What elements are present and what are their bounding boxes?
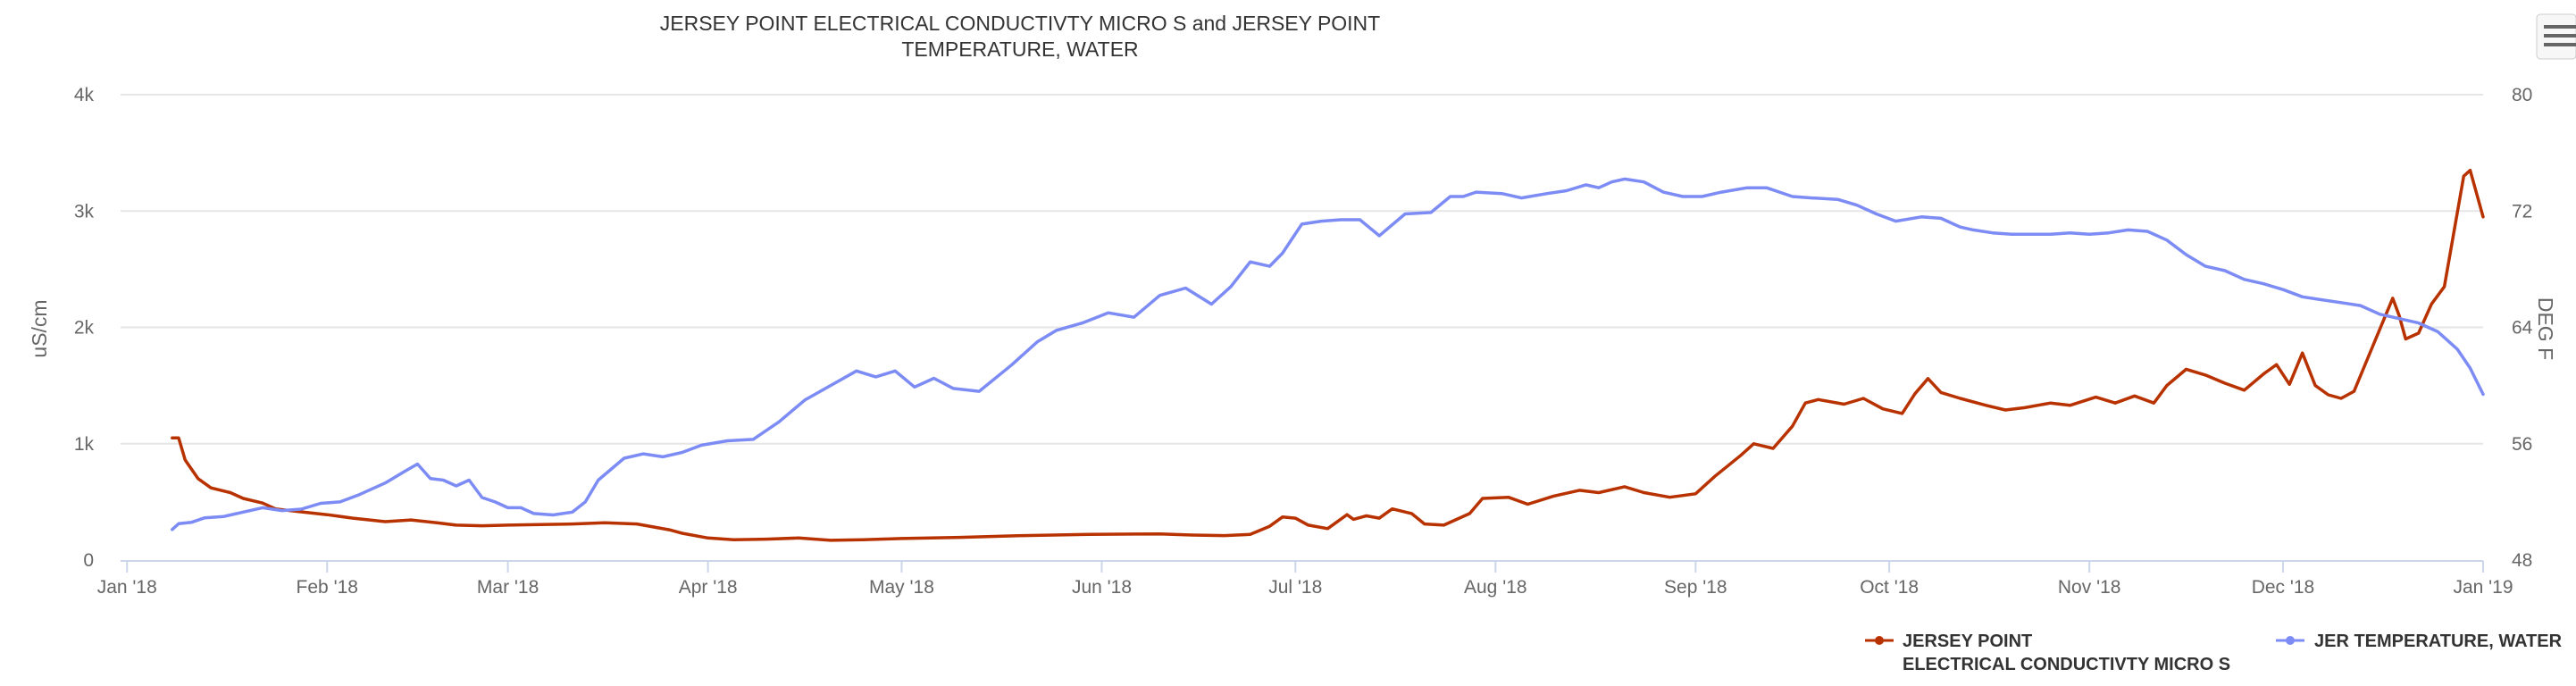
x-tick-label: Aug '18 [1464, 577, 1527, 598]
x-tick-label: Apr '18 [679, 577, 738, 598]
legend-marker-temperature [2286, 636, 2295, 645]
legend-label-temperature: JER TEMPERATURE, WATER [2314, 632, 2563, 651]
legend-label-conductivity-line-2: ELECTRICAL CONDUCTIVTY MICRO S [1903, 655, 2230, 674]
y-right-tick-label: 56 [2512, 434, 2532, 455]
series-group [171, 168, 2485, 542]
x-tick-label: Mar '18 [477, 577, 539, 598]
x-tick-label: Dec '18 [2252, 577, 2315, 598]
x-tick-label: Jan '18 [97, 577, 157, 598]
legend-item-conductivity[interactable]: JERSEY POINT ELECTRICAL CONDUCTIVTY MICR… [1865, 632, 2230, 674]
series-line-conductivity[interactable] [171, 168, 2485, 542]
x-axis: Jan '18 Feb '18 Mar '18 Apr '18 May '18 Jun '… [97, 560, 2513, 598]
x-tick-label: Nov '18 [2058, 577, 2121, 598]
y-right-tick-label: 80 [2512, 85, 2532, 105]
y-left-tick-label: 4k [74, 85, 95, 105]
x-tick-label: Jul '18 [1268, 577, 1322, 598]
legend-marker-conductivity [1875, 636, 1884, 645]
x-tick-label: Jun '18 [1072, 577, 1132, 598]
y-axis-left: 0 1k 2k 3k 4k [74, 85, 95, 571]
x-tick-label: Jan '19 [2453, 577, 2513, 598]
chart-context-menu-button[interactable] [2536, 13, 2576, 60]
chart-title-line-2: TEMPERATURE, WATER [901, 38, 1138, 61]
chart-title: JERSEY POINT ELECTRICAL CONDUCTIVTY MICR… [660, 12, 1380, 61]
series-line-temperature[interactable] [171, 177, 2485, 531]
y-left-tick-label: 0 [83, 550, 94, 571]
y-axis-right-title: DEG F [2534, 297, 2557, 360]
x-tick-label: Oct '18 [1860, 577, 1919, 598]
y-right-tick-label: 48 [2512, 550, 2532, 571]
legend-label-conductivity-line-1: JERSEY POINT [1903, 632, 2032, 651]
y-axis-left-title: uS/cm [28, 299, 51, 357]
chart-title-line-1: JERSEY POINT ELECTRICAL CONDUCTIVTY MICR… [660, 12, 1380, 35]
y-left-tick-label: 2k [74, 318, 95, 339]
x-tick-label: Feb '18 [297, 577, 358, 598]
y-axis-right: 48 56 64 72 80 [2512, 85, 2533, 571]
y-right-tick-label: 64 [2512, 318, 2533, 339]
y-left-tick-label: 3k [74, 201, 95, 222]
grid-lines [121, 94, 2483, 445]
x-tick-label: Sep '18 [1664, 577, 1727, 598]
x-tick-label: May '18 [869, 577, 934, 598]
legend-item-temperature[interactable]: JER TEMPERATURE, WATER [2276, 632, 2563, 651]
legend: JERSEY POINT ELECTRICAL CONDUCTIVTY MICR… [1865, 632, 2563, 674]
y-left-tick-label: 1k [74, 434, 95, 455]
y-right-tick-label: 72 [2512, 201, 2532, 222]
hamburger-menu-icon [2544, 25, 2576, 46]
